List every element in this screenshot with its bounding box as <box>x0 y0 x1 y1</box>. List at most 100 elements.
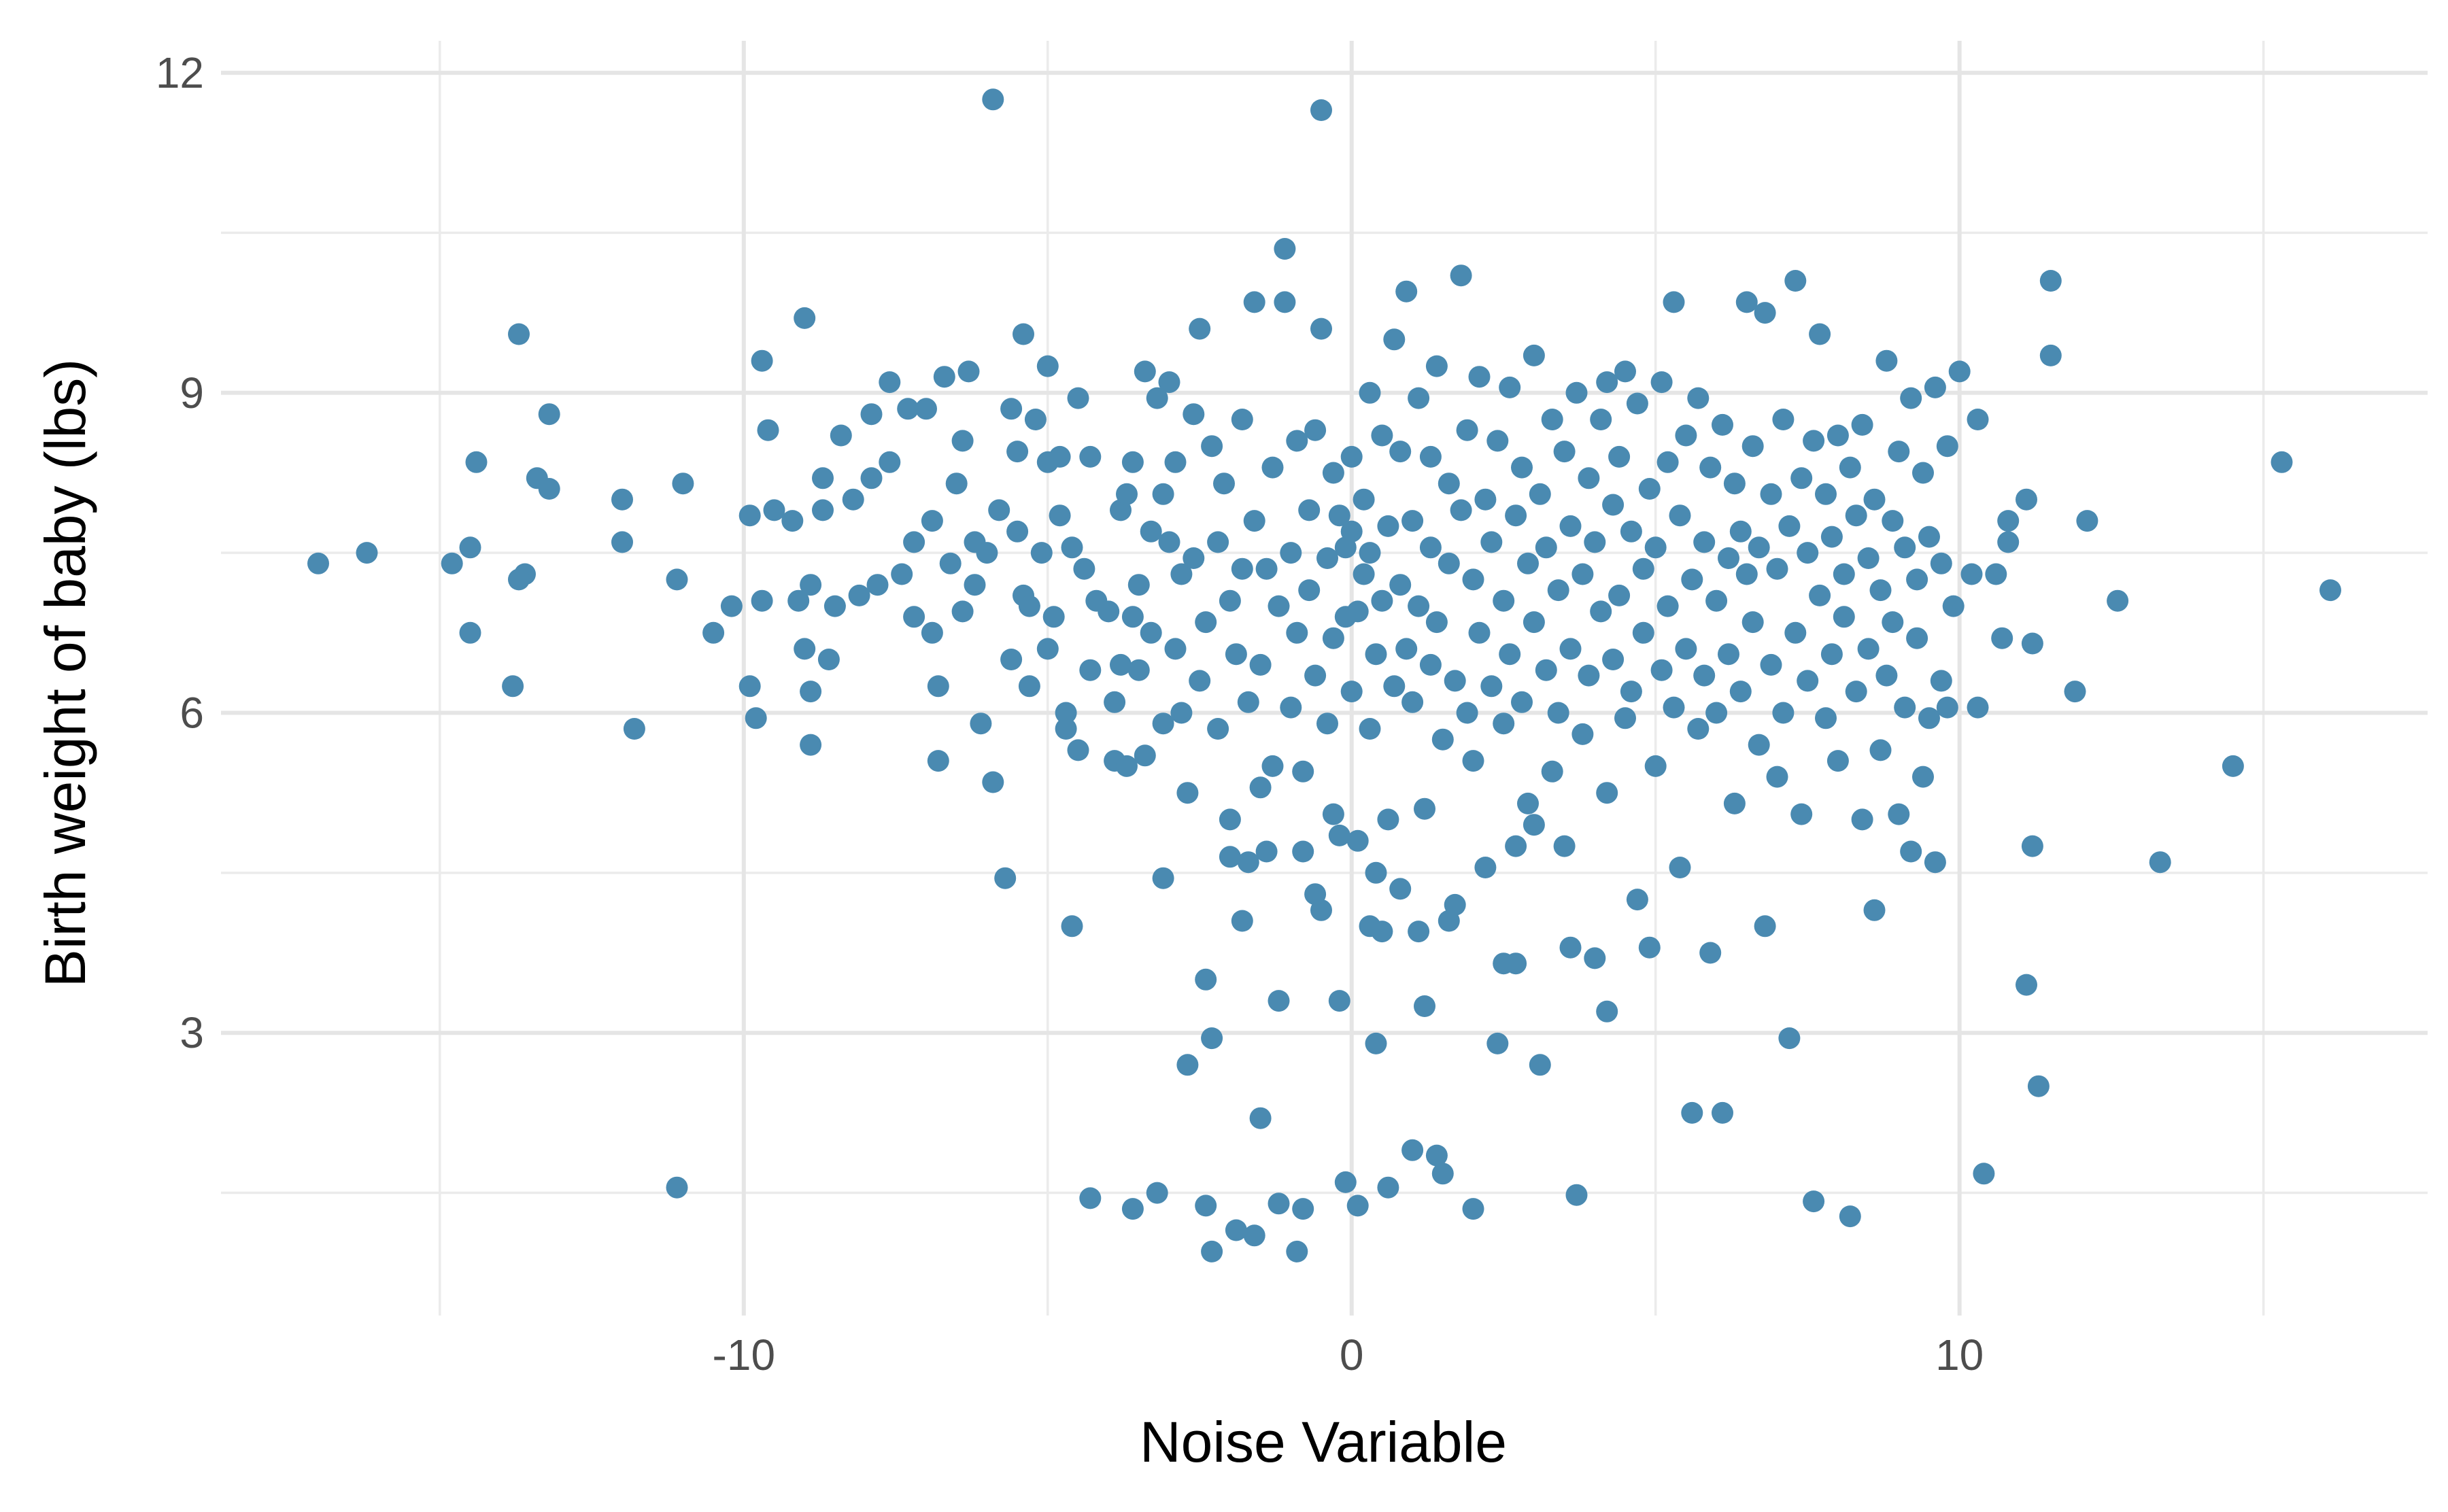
data-point <box>848 584 870 606</box>
data-point <box>751 349 773 372</box>
data-point <box>1146 387 1168 409</box>
data-point <box>1079 445 1102 468</box>
data-point <box>1438 552 1460 574</box>
data-point <box>1377 1176 1399 1199</box>
data-point <box>1511 456 1533 479</box>
data-point <box>1493 712 1515 735</box>
data-point <box>787 589 810 612</box>
data-point <box>1735 291 1758 313</box>
data-point <box>1274 291 1296 313</box>
data-point <box>1000 398 1023 420</box>
data-point <box>1748 536 1770 559</box>
data-point <box>1049 504 1071 527</box>
data-point <box>1152 712 1174 735</box>
data-point <box>623 718 645 740</box>
data-point <box>1669 504 1691 527</box>
data-point <box>1815 707 1837 729</box>
data-point <box>1967 696 1989 719</box>
data-point <box>738 504 761 527</box>
data-point <box>1419 536 1442 559</box>
data-point <box>1164 638 1187 660</box>
data-point <box>1772 409 1795 430</box>
data-point <box>830 424 852 447</box>
data-point <box>1134 360 1156 383</box>
data-point <box>1924 376 1946 398</box>
data-point <box>1712 1101 1733 1124</box>
data-point <box>1906 627 1928 649</box>
data-point <box>927 675 949 698</box>
data-point <box>1602 494 1625 516</box>
data-point <box>1882 510 1904 532</box>
data-point <box>1243 1224 1265 1247</box>
data-point <box>1839 456 1861 479</box>
data-point <box>1176 1054 1199 1076</box>
data-point <box>1425 611 1448 634</box>
data-point <box>1663 696 1685 719</box>
data-point <box>903 531 925 553</box>
data-point <box>1395 280 1418 303</box>
data-point <box>1219 589 1241 612</box>
data-point <box>957 360 980 383</box>
data-point <box>1140 621 1162 644</box>
data-point <box>1620 681 1642 703</box>
data-point <box>1383 328 1406 351</box>
data-point <box>2222 755 2244 777</box>
data-points <box>307 88 2341 1262</box>
data-point <box>441 552 463 574</box>
data-point <box>2319 579 2341 602</box>
data-point <box>1541 760 1563 783</box>
data-point <box>1067 387 1089 409</box>
data-point <box>2016 974 2037 996</box>
data-point <box>1644 536 1667 559</box>
data-point <box>1018 595 1040 617</box>
data-point <box>945 472 968 495</box>
data-point <box>2149 851 2171 874</box>
data-point <box>1456 702 1478 724</box>
data-point <box>1723 472 1746 495</box>
data-point <box>1268 1192 1290 1215</box>
data-point <box>1006 520 1029 543</box>
data-point <box>879 371 901 394</box>
y-tick-label: 9 <box>180 368 204 417</box>
data-point <box>951 430 974 452</box>
data-point <box>1365 643 1387 666</box>
data-point <box>1261 456 1284 479</box>
data-point <box>1620 520 1642 543</box>
data-point <box>939 552 962 574</box>
data-point <box>1438 910 1460 932</box>
y-tick-label: 6 <box>180 688 204 737</box>
data-point <box>1255 557 1278 580</box>
data-point <box>1183 403 1205 426</box>
data-point <box>1219 846 1241 868</box>
data-point <box>951 600 974 623</box>
data-point <box>1249 776 1272 799</box>
data-point <box>994 867 1017 889</box>
data-point <box>1632 557 1654 580</box>
data-point <box>1803 1190 1825 1213</box>
data-point <box>1036 355 1059 377</box>
data-point <box>1547 702 1569 724</box>
data-point <box>1565 381 1588 404</box>
data-point <box>1134 744 1156 767</box>
data-point <box>459 536 481 559</box>
data-point <box>1523 611 1545 634</box>
data-point <box>1127 574 1150 596</box>
data-point <box>1723 792 1746 814</box>
data-point <box>1189 670 1211 692</box>
data-point <box>1261 755 1284 777</box>
data-point <box>1225 1219 1247 1241</box>
data-point <box>1493 952 1515 975</box>
data-point <box>1383 675 1406 698</box>
data-point <box>1797 670 1819 692</box>
data-point <box>1444 670 1466 692</box>
data-point <box>976 542 998 564</box>
data-point <box>1365 861 1387 884</box>
data-point <box>921 510 943 532</box>
data-point <box>800 681 822 703</box>
data-point <box>1644 755 1667 777</box>
data-point <box>702 621 725 644</box>
data-point <box>2076 510 2098 532</box>
data-point <box>1158 531 1180 553</box>
data-point <box>1334 1171 1357 1193</box>
data-point <box>1626 392 1648 415</box>
